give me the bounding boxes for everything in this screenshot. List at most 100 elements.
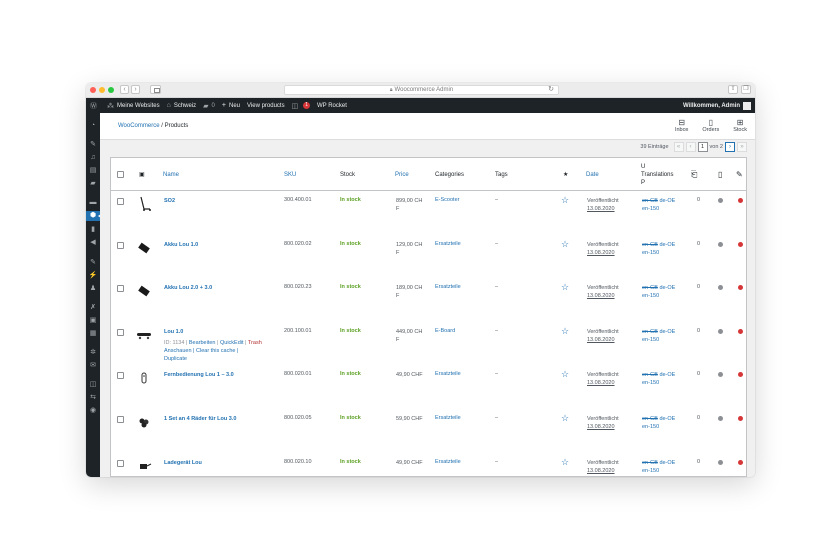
select-all-checkbox[interactable]: [117, 158, 124, 191]
appearance-icon[interactable]: ✎: [90, 259, 96, 266]
row-checkbox[interactable]: [117, 459, 124, 467]
tools-icon[interactable]: ✗: [90, 304, 96, 311]
forward-button[interactable]: ›: [131, 85, 140, 94]
tabs-button[interactable]: ❐: [741, 85, 751, 94]
address-bar[interactable]: 🔒︎ Woocommerce Admin ↻: [284, 85, 559, 95]
featured-star-icon[interactable]: ☆: [561, 238, 570, 249]
translation-en-150[interactable]: en-150: [642, 249, 660, 256]
my-sites-menu[interactable]: ⁂ Meine Websites: [107, 102, 160, 110]
products-menu-item[interactable]: ⬢: [86, 211, 101, 221]
plugins-icon[interactable]: ⚡: [88, 272, 98, 279]
translation-de-oe[interactable]: de-OE: [659, 198, 676, 204]
product-name-link[interactable]: Ladegerät Lou: [164, 459, 202, 466]
collapse-icon[interactable]: ◉: [89, 407, 97, 414]
pages-icon[interactable]: ▤: [89, 167, 97, 174]
category-link[interactable]: Ersatzteile: [435, 458, 461, 465]
edit-link[interactable]: Bearbeiten: [188, 339, 216, 346]
translation-en-gb[interactable]: en-GB: [642, 459, 658, 466]
import-icon[interactable]: ▣: [89, 317, 97, 324]
quickedit-link[interactable]: QuickEdit: [219, 339, 244, 346]
wordpress-logo-button[interactable]: Ⓦ: [90, 101, 100, 111]
translation-en-150[interactable]: en-150: [642, 336, 660, 343]
featured-star-icon[interactable]: ☆: [561, 325, 570, 336]
minimize-window-button[interactable]: [99, 87, 105, 93]
marketing-icon[interactable]: ◀: [90, 239, 96, 246]
current-page-input[interactable]: 1: [697, 142, 708, 152]
name-column-header[interactable]: Name: [163, 158, 179, 191]
featured-column-header[interactable]: ★: [563, 158, 568, 191]
product-name-link[interactable]: 1 Set an 4 Räder für Lou 3.0: [164, 416, 237, 422]
prev-page-button[interactable]: ‹: [685, 142, 696, 152]
table-icon[interactable]: ▦: [89, 330, 97, 337]
row-checkbox[interactable]: [117, 198, 124, 205]
back-button[interactable]: ‹: [120, 85, 129, 94]
media-icon[interactable]: ♫: [90, 154, 96, 161]
view-products-link[interactable]: View products: [247, 103, 285, 109]
featured-star-icon[interactable]: ☆: [561, 282, 570, 293]
translation-de-oe[interactable]: de-OE: [659, 372, 676, 379]
close-window-button[interactable]: [90, 87, 96, 93]
category-link[interactable]: Ersatzteile: [435, 284, 461, 291]
mail-icon[interactable]: ✉: [90, 362, 96, 369]
first-page-button[interactable]: «: [673, 142, 684, 152]
translation-de-oe[interactable]: de-OE: [659, 459, 676, 466]
wp-rocket-menu[interactable]: WP Rocket: [317, 103, 347, 109]
product-name-link[interactable]: Akku Lou 2.0 + 3.0: [164, 285, 213, 292]
site-name-menu[interactable]: ⌂ Schweiz: [167, 102, 197, 109]
trash-link[interactable]: Trash: [247, 339, 262, 346]
row-checkbox[interactable]: [117, 285, 124, 293]
product-name-link[interactable]: Akku Lou 1.0: [164, 241, 199, 248]
translation-en-150[interactable]: en-150: [642, 424, 660, 430]
settings-icon[interactable]: ✲: [90, 349, 96, 356]
translation-en-gb[interactable]: en-GB: [642, 198, 658, 204]
category-link[interactable]: Ersatzteile: [435, 371, 461, 378]
translation-en-gb[interactable]: en-GB: [642, 372, 658, 379]
featured-star-icon[interactable]: ☆: [561, 195, 570, 205]
next-page-button[interactable]: ›: [725, 142, 735, 152]
inbox-link[interactable]: ⊟ Inbox: [675, 118, 688, 133]
featured-star-icon[interactable]: ☆: [561, 456, 570, 467]
category-link[interactable]: E-Scooter: [435, 197, 460, 203]
translation-en-gb[interactable]: en-GB: [642, 241, 658, 248]
dashboard-icon[interactable]: ◔: [90, 122, 96, 129]
new-content-menu[interactable]: + Neu: [222, 102, 240, 109]
translation-en-150[interactable]: en-150: [642, 467, 660, 474]
stock-link[interactable]: ⊞ Stock: [733, 118, 747, 133]
translation-de-oe[interactable]: de-OE: [659, 285, 676, 292]
sku-column-header[interactable]: SKU: [284, 158, 296, 191]
row-checkbox[interactable]: [117, 241, 124, 249]
translation-en-150[interactable]: en-150: [642, 206, 660, 212]
orders-link[interactable]: ▯ Orders: [702, 118, 719, 133]
date-column-header[interactable]: Date: [586, 158, 599, 191]
pin-icon[interactable]: ✎: [90, 141, 96, 148]
price-column-header[interactable]: Price: [395, 158, 409, 191]
row-checkbox[interactable]: [117, 416, 124, 423]
share-button[interactable]: ⇧: [728, 85, 738, 94]
translation-en-gb[interactable]: en-GB: [642, 416, 658, 422]
category-link[interactable]: E-Board: [435, 327, 456, 334]
category-link[interactable]: Ersatzteile: [435, 240, 461, 247]
view-cache-links[interactable]: Anschauen | Clear this cache |: [164, 347, 239, 354]
featured-star-icon[interactable]: ☆: [561, 369, 570, 380]
row-checkbox[interactable]: [117, 328, 124, 336]
reload-icon[interactable]: ↻: [548, 86, 554, 93]
product-name-link[interactable]: Fernbedienung Lou 1 – 3.0: [164, 372, 234, 379]
zoom-window-button[interactable]: [108, 87, 114, 93]
featured-star-icon[interactable]: ☆: [561, 413, 570, 423]
comments-menu[interactable]: ▰ 0: [203, 102, 215, 110]
comments-icon[interactable]: ▰: [90, 180, 96, 187]
product-name-link[interactable]: Lou 1.0: [164, 328, 184, 335]
translation-en-gb[interactable]: en-GB: [642, 328, 658, 335]
woocommerce-icon[interactable]: ▬: [89, 199, 97, 206]
translation-de-oe[interactable]: de-OE: [659, 416, 676, 422]
translation-de-oe[interactable]: de-OE: [659, 328, 676, 335]
breadcrumb-woocommerce-link[interactable]: WooCommerce: [118, 123, 160, 129]
translate-icon[interactable]: ⇆: [90, 394, 96, 401]
product-name-link[interactable]: SO2: [164, 198, 176, 204]
translation-en-150[interactable]: en-150: [642, 380, 660, 387]
sidebar-toggle-button[interactable]: [150, 85, 161, 94]
duplicate-link[interactable]: Duplicate: [164, 355, 187, 362]
account-menu[interactable]: Willkommen, Admin: [683, 98, 751, 113]
last-page-button[interactable]: »: [737, 142, 747, 152]
translation-de-oe[interactable]: de-OE: [659, 241, 676, 248]
